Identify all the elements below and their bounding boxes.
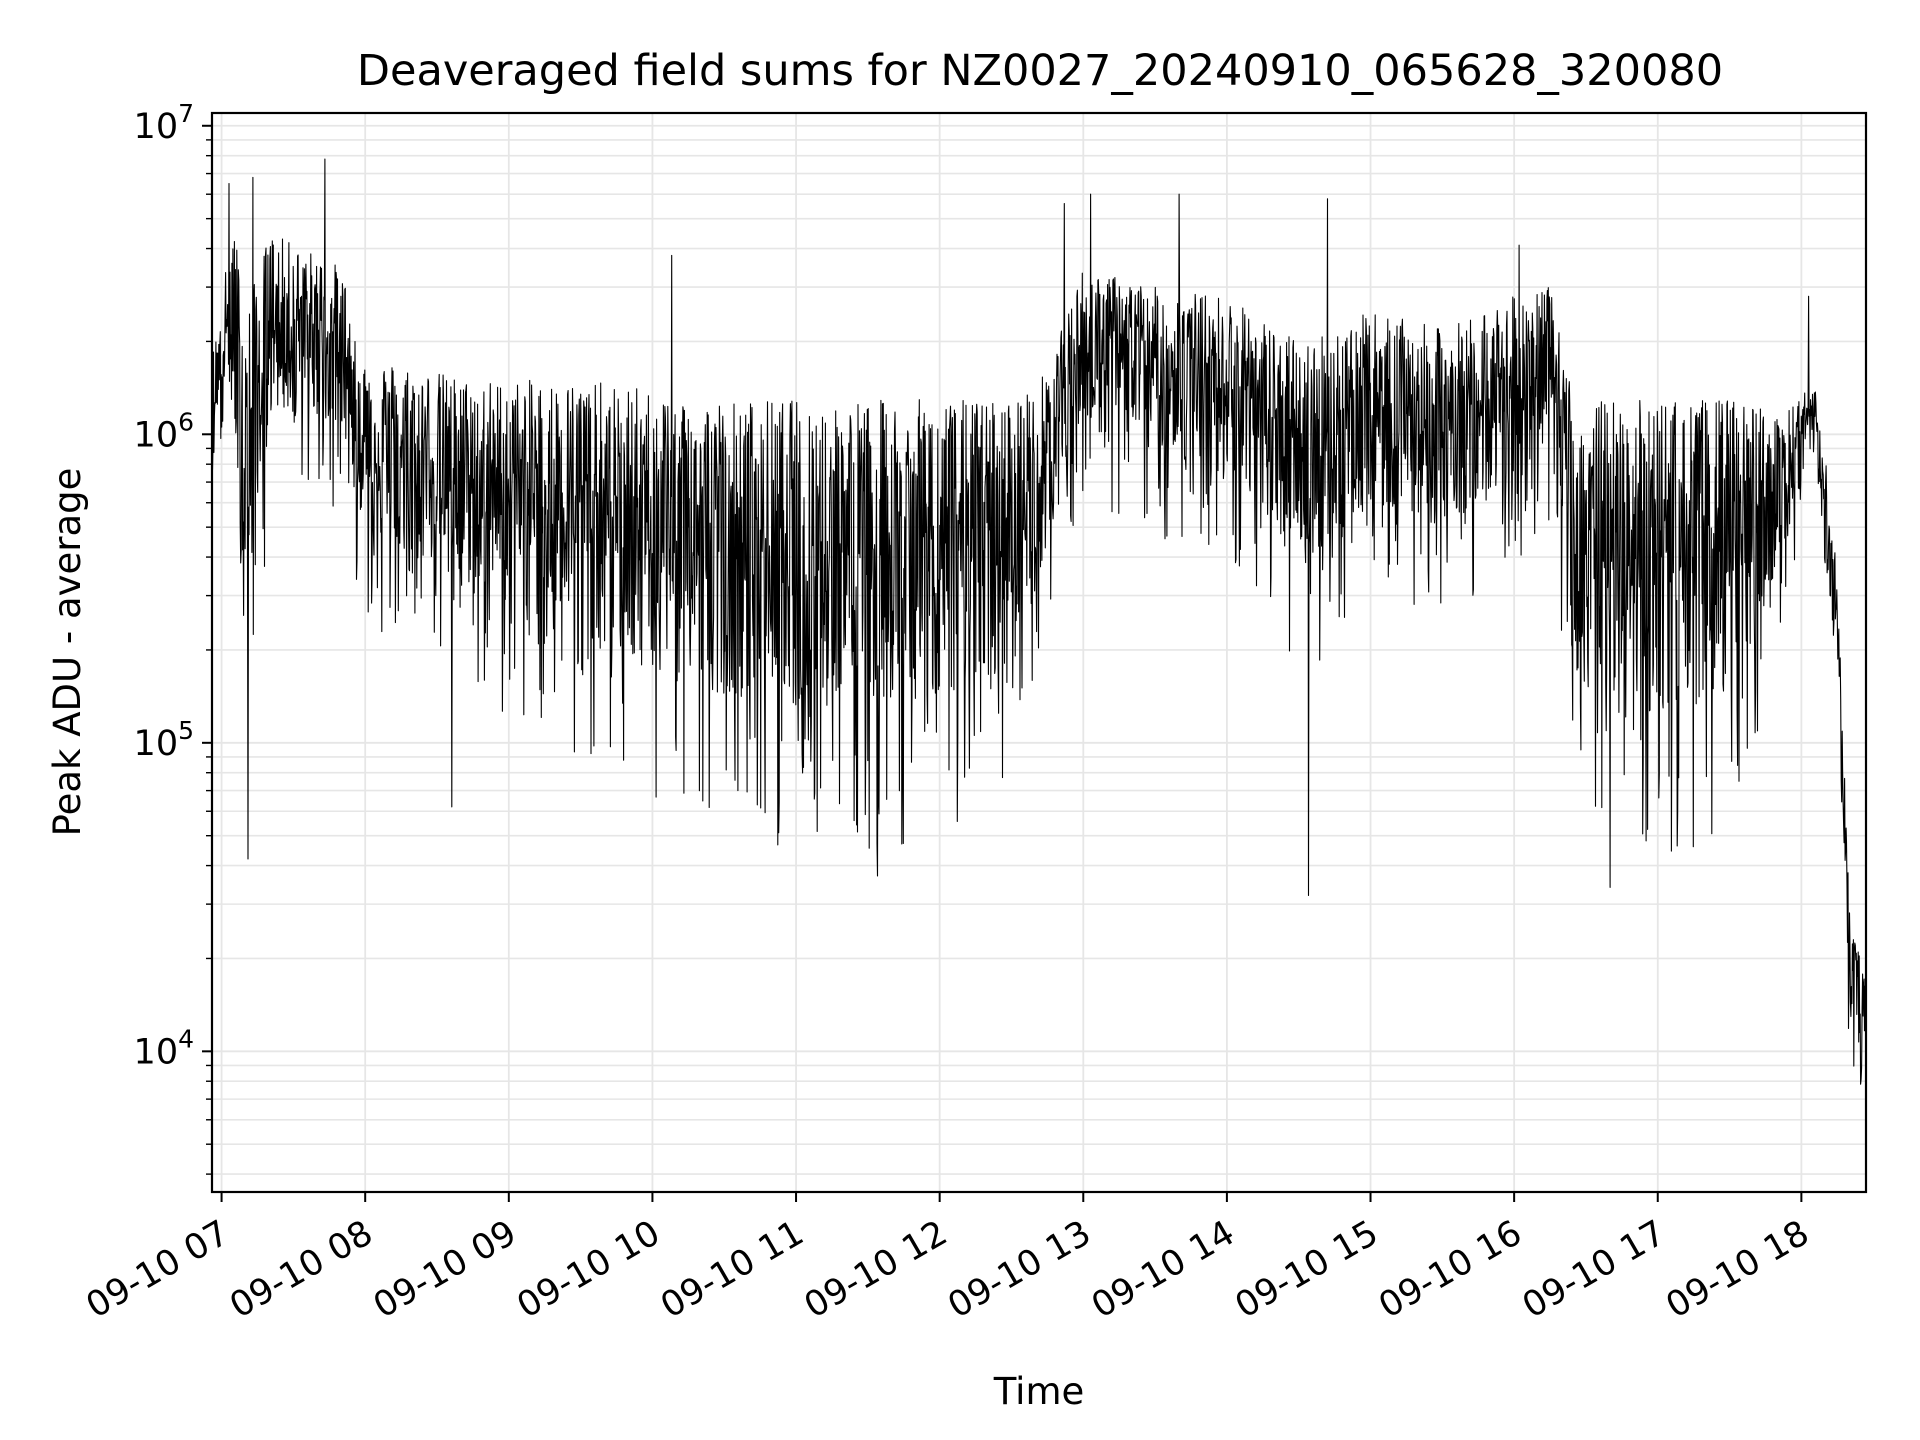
y-axis: 104 105 106 107: [134, 99, 212, 1175]
y-tick-label: 106: [134, 407, 194, 455]
chart-title: Deaveraged field sums for NZ0027_2024091…: [357, 46, 1723, 96]
y-tick-label: 107: [134, 99, 194, 147]
y-axis-label: Peak ADU - average: [46, 468, 89, 837]
x-axis-label: Time: [993, 1370, 1085, 1413]
y-tick-label: 104: [134, 1024, 194, 1072]
series-line: [211, 158, 1867, 1100]
y-tick-label: 105: [134, 716, 194, 764]
series-group: [211, 158, 1867, 1100]
plot-frame: [210, 111, 1868, 1194]
